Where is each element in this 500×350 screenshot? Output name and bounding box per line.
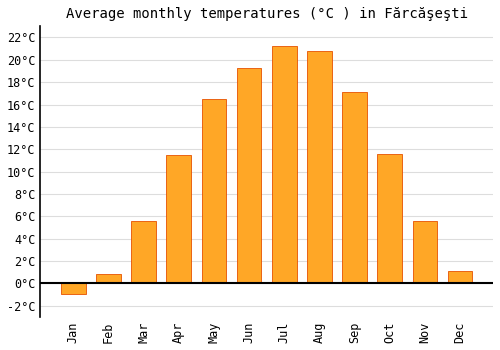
Title: Average monthly temperatures (°C ) in Fărcăşeşti: Average monthly temperatures (°C ) in Fă…	[66, 7, 468, 21]
Bar	[412, 221, 438, 283]
Bar	[96, 274, 120, 283]
Bar	[237, 68, 262, 283]
Bar	[272, 47, 296, 283]
Bar	[378, 154, 402, 283]
Bar	[342, 92, 367, 283]
Bar	[448, 271, 472, 283]
Bar	[307, 51, 332, 283]
Bar	[202, 99, 226, 283]
Bar	[131, 221, 156, 283]
Bar	[61, 283, 86, 294]
Bar	[166, 155, 191, 283]
